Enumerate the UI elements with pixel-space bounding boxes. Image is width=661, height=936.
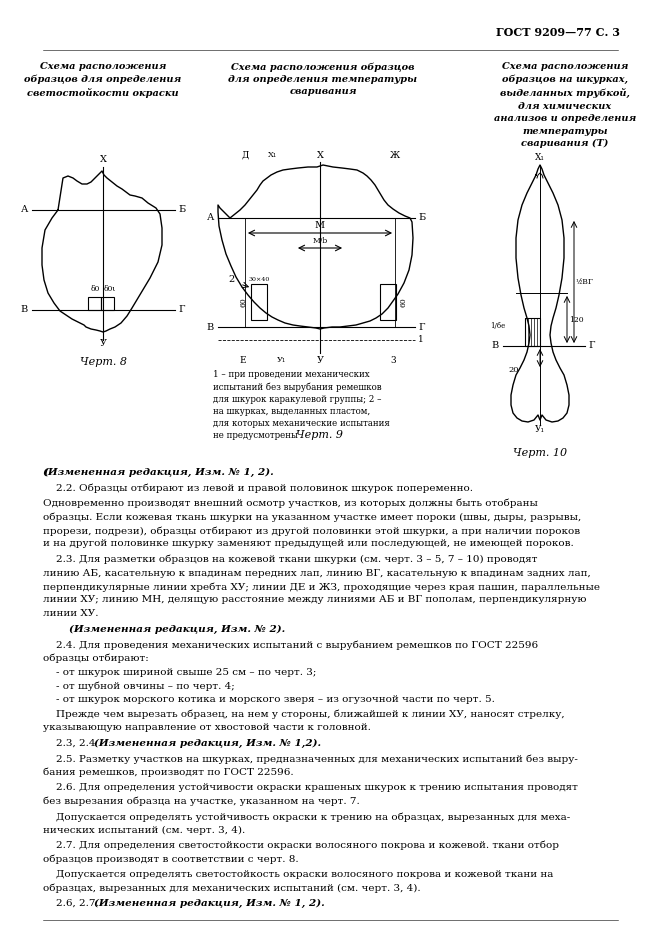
Text: Схема расположения
образцов для определения
светостойкости окраски: Схема расположения образцов для определе… xyxy=(24,62,182,98)
Text: - от шкурок шириной свыше 25 см – по черт. 3;: - от шкурок шириной свыше 25 см – по чер… xyxy=(56,668,317,677)
Text: указывающую направление от хвостовой части к головной.: указывающую направление от хвостовой час… xyxy=(43,723,371,732)
Text: нических испытаний (см. черт. 3, 4).: нических испытаний (см. черт. 3, 4). xyxy=(43,826,245,835)
Text: Черт. 8: Черт. 8 xyxy=(79,357,126,367)
Text: образцов производят в соответствии с черт. 8.: образцов производят в соответствии с чер… xyxy=(43,855,299,864)
Text: (Измененная редакция, Изм. № 1,2).: (Измененная редакция, Изм. № 1,2). xyxy=(94,739,321,748)
Bar xyxy=(101,297,114,310)
Text: 2.6. Для определения устойчивости окраски крашеных шкурок к трению испытания про: 2.6. Для определения устойчивости окраск… xyxy=(43,783,578,792)
Text: Д: Д xyxy=(241,151,249,159)
Text: Черт. 9: Черт. 9 xyxy=(297,430,344,440)
Text: линии ХУ; линию МН, делящую расстояние между линиями АБ и ВГ пополам, перпендику: линии ХУ; линию МН, делящую расстояние м… xyxy=(43,595,586,605)
Text: А: А xyxy=(20,206,28,214)
Text: Г: Г xyxy=(178,305,184,314)
Text: Б: Б xyxy=(178,206,185,214)
Text: 2: 2 xyxy=(229,275,235,285)
Text: Е: Е xyxy=(240,356,247,365)
Text: 2.5. Разметку участков на шкурках, предназначенных для механических испытаний бе: 2.5. Разметку участков на шкурках, предн… xyxy=(43,754,578,764)
Text: 1: 1 xyxy=(418,335,424,344)
Text: 30×40: 30×40 xyxy=(249,277,270,282)
Text: Допускается определять устойчивость окраски к трению на образцах, вырезанных для: Допускается определять устойчивость окра… xyxy=(43,812,570,822)
Text: 1 – при проведении механических
испытаний без вырубания ремешков
для шкурок кара: 1 – при проведении механических испытани… xyxy=(213,370,390,441)
Text: 1/бе: 1/бе xyxy=(490,322,505,330)
Text: 20: 20 xyxy=(508,366,519,374)
Text: линию АБ, касательную к впадинам передних лап, линию ВГ, касательную к впадинам : линию АБ, касательную к впадинам передни… xyxy=(43,568,591,578)
Text: Схема расположения
образцов на шкурках,
выделанных трубкой,
для химических
анали: Схема расположения образцов на шкурках, … xyxy=(494,62,636,149)
Text: 2.6, 2.7.: 2.6, 2.7. xyxy=(56,899,102,908)
Text: 2.2. Образцы отбирают из левой и правой половинок шкурок попеременно.: 2.2. Образцы отбирают из левой и правой … xyxy=(56,484,473,493)
Text: А: А xyxy=(207,213,214,223)
Text: δ0: δ0 xyxy=(91,285,100,293)
Text: У: У xyxy=(100,340,106,348)
Text: М: М xyxy=(315,221,325,230)
Text: 2.4. Для проведения механических испытаний с вырубанием ремешков по ГОСТ 22596: 2.4. Для проведения механических испытан… xyxy=(43,640,538,650)
Text: Г: Г xyxy=(588,342,594,350)
Text: (Измененная редакция, Изм. № 1, 2).: (Измененная редакция, Изм. № 1, 2). xyxy=(43,468,274,477)
Text: 60: 60 xyxy=(399,297,407,307)
Text: (Измененная редакция, Изм. № 2).: (Измененная редакция, Изм. № 2). xyxy=(69,624,286,634)
Text: 60: 60 xyxy=(240,297,248,307)
Text: Г: Г xyxy=(418,323,424,331)
Text: 2.7. Для определения светостойкости окраски волосяного покрова и кожевой. ткани : 2.7. Для определения светостойкости окра… xyxy=(43,841,559,851)
Text: образцы. Если кожевая ткань шкурки на указанном участке имеет пороки (швы, дыры,: образцы. Если кожевая ткань шкурки на ук… xyxy=(43,513,581,522)
Text: В: В xyxy=(20,305,28,314)
Text: Х₁: Х₁ xyxy=(268,151,278,159)
Text: Схема расположения образцов
для определения температуры
сваривания: Схема расположения образцов для определе… xyxy=(229,62,418,96)
Text: без вырезания образца на участке, указанном на черт. 7.: без вырезания образца на участке, указан… xyxy=(43,797,360,806)
Text: (Измененная редакция, Изм. № 1, 2).: (Измененная редакция, Изм. № 1, 2). xyxy=(94,899,325,908)
Text: 2.3. Для разметки образцов на кожевой ткани шкурки (см. черт. 3 – 5, 7 – 10) про: 2.3. Для разметки образцов на кожевой тк… xyxy=(43,555,537,564)
Text: (: ( xyxy=(43,468,48,477)
Bar xyxy=(380,284,396,320)
Text: Прежде чем вырезать образец, на нем у стороны, ближайшей к линии ХУ, наносят стр: Прежде чем вырезать образец, на нем у ст… xyxy=(43,709,564,719)
Text: перпендикулярные линии хребта ХУ; линии ДЕ и ЖЗ, проходящие через края пашин, па: перпендикулярные линии хребта ХУ; линии … xyxy=(43,582,600,592)
Text: - от шубной овчины – по черт. 4;: - от шубной овчины – по черт. 4; xyxy=(56,681,235,691)
Bar xyxy=(251,284,267,320)
Text: образцы отбирают:: образцы отбирают: xyxy=(43,653,149,663)
Text: Б: Б xyxy=(418,213,425,223)
Text: У: У xyxy=(317,356,323,365)
Text: прорези, подрези), образцы отбирают из другой половинки этой шкурки, а при налич: прорези, подрези), образцы отбирают из д… xyxy=(43,526,580,535)
Text: У₁: У₁ xyxy=(535,426,545,434)
Text: М/b: М/b xyxy=(313,237,328,245)
Text: У₁: У₁ xyxy=(278,356,287,364)
Text: и на другой половинке шкурку заменяют предыдущей или последующей, не имеющей пор: и на другой половинке шкурку заменяют пр… xyxy=(43,539,574,548)
Text: ГОСТ 9209—77 С. 3: ГОСТ 9209—77 С. 3 xyxy=(496,27,620,38)
Text: В: В xyxy=(207,323,214,331)
Text: образцах, вырезанных для механических испытаний (см. черт. 3, 4).: образцах, вырезанных для механических ис… xyxy=(43,884,420,893)
Text: 120: 120 xyxy=(569,316,584,324)
Text: В: В xyxy=(492,342,499,350)
Text: ⅟₂ВГ: ⅟₂ВГ xyxy=(576,278,594,286)
Bar xyxy=(525,318,540,346)
Text: Одновременно производят внешний осмотр участков, из которых должны быть отобраны: Одновременно производят внешний осмотр у… xyxy=(43,499,538,508)
Text: 2.3, 2.4: 2.3, 2.4 xyxy=(56,739,98,748)
Text: 3: 3 xyxy=(390,356,396,365)
Bar xyxy=(88,297,101,310)
Text: Ж: Ж xyxy=(390,151,400,159)
Text: X₁: X₁ xyxy=(535,154,545,163)
Text: δ0ι: δ0ι xyxy=(104,285,116,293)
Text: - от шкурок морского котика и морского зверя – из огузочной части по черт. 5.: - от шкурок морского котика и морского з… xyxy=(56,695,495,704)
Text: X: X xyxy=(317,151,323,159)
Text: линии ХУ.: линии ХУ. xyxy=(43,609,98,618)
Text: X: X xyxy=(100,155,106,165)
Text: Черт. 10: Черт. 10 xyxy=(513,448,567,458)
Text: бания ремешков, производят по ГОСТ 22596.: бания ремешков, производят по ГОСТ 22596… xyxy=(43,768,293,777)
Text: Допускается определять светостойкость окраски волосяного покрова и кожевой ткани: Допускается определять светостойкость ок… xyxy=(43,870,553,879)
